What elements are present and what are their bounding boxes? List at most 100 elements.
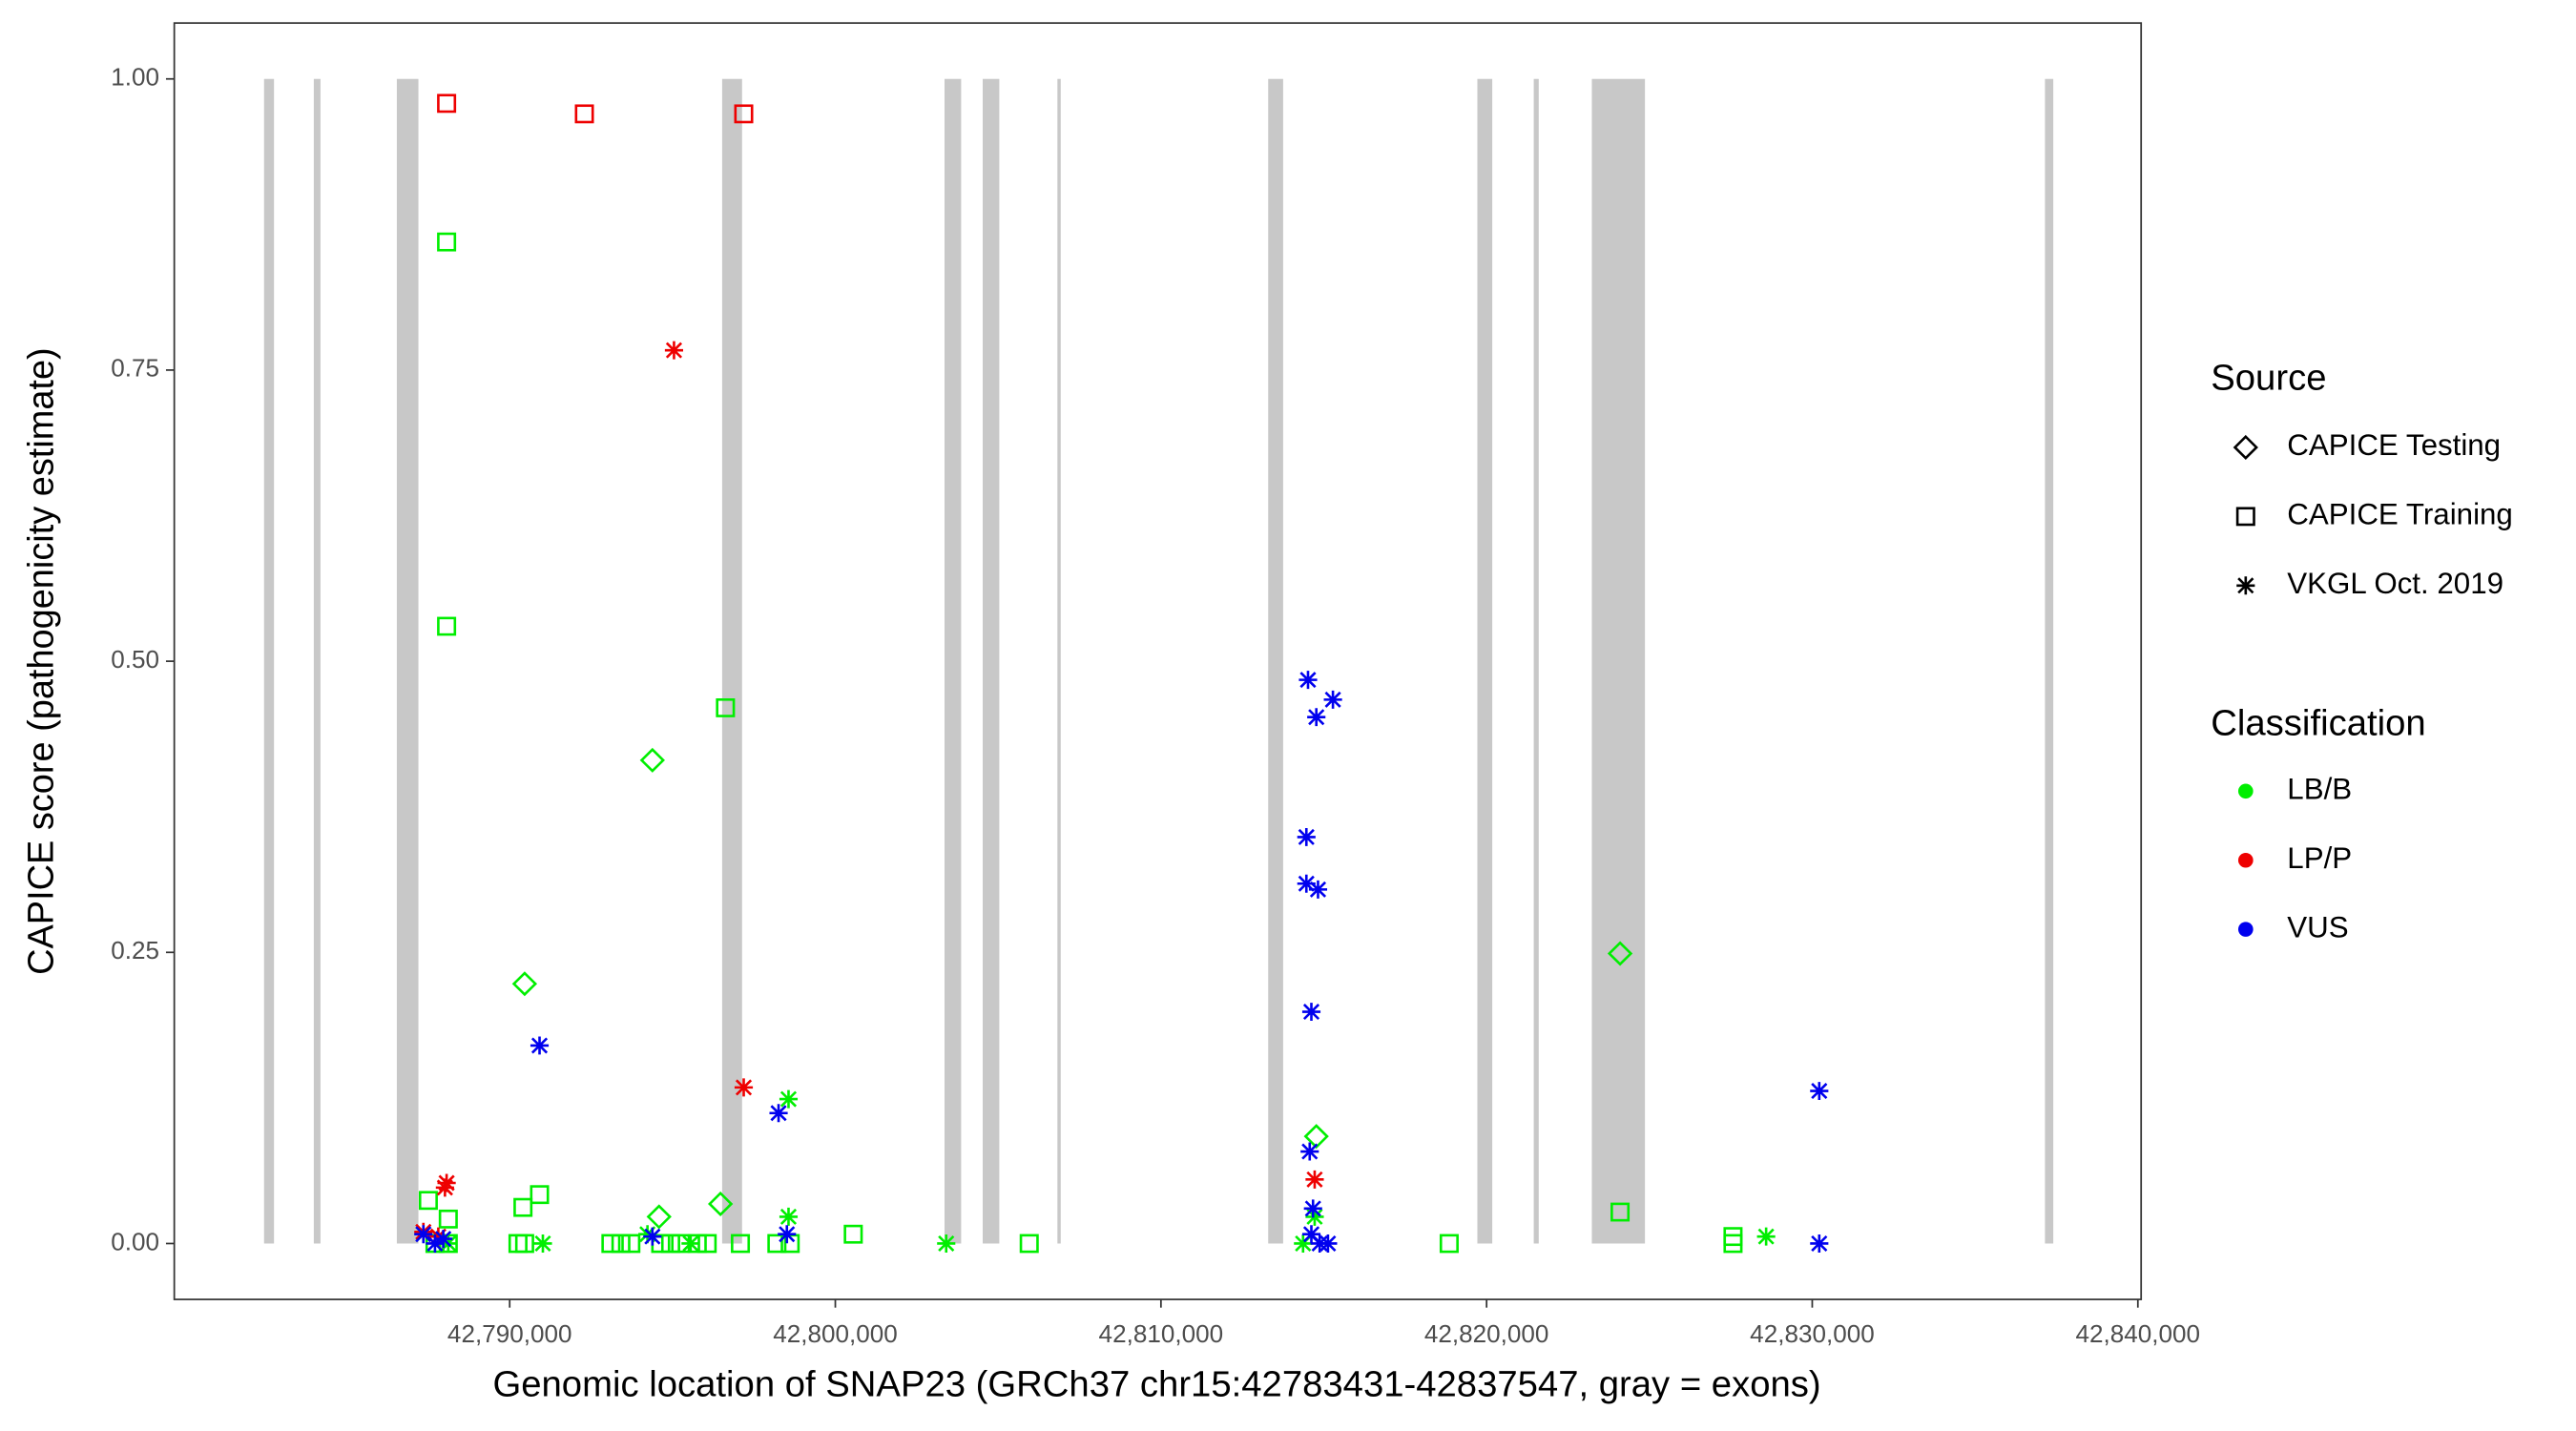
point bbox=[1439, 1234, 1459, 1254]
point bbox=[1297, 874, 1316, 893]
point bbox=[779, 1207, 799, 1226]
x-tick-label: 42,840,000 bbox=[2076, 1319, 2201, 1348]
point bbox=[1297, 827, 1316, 846]
point bbox=[697, 1234, 717, 1254]
exon bbox=[313, 78, 321, 1244]
point bbox=[426, 1234, 445, 1253]
point bbox=[1307, 708, 1326, 727]
legend-key bbox=[2233, 434, 2258, 461]
point bbox=[438, 1209, 458, 1229]
point bbox=[767, 1234, 787, 1254]
legend-label: VKGL Oct. 2019 bbox=[2287, 567, 2503, 600]
point bbox=[1300, 1142, 1319, 1161]
point bbox=[428, 1227, 447, 1246]
x-tick-label: 42,790,000 bbox=[447, 1319, 572, 1348]
point bbox=[1756, 1227, 1776, 1246]
y-tick-label: 1.00 bbox=[111, 63, 159, 92]
point bbox=[611, 1234, 631, 1254]
point bbox=[437, 1173, 456, 1192]
legend-label: VUS bbox=[2287, 910, 2348, 944]
point bbox=[437, 93, 457, 114]
point bbox=[418, 1191, 438, 1211]
exon bbox=[945, 78, 962, 1244]
point bbox=[646, 1204, 672, 1230]
point bbox=[707, 1191, 734, 1217]
point bbox=[1301, 1003, 1321, 1022]
point bbox=[1319, 1234, 1338, 1253]
exon bbox=[263, 78, 275, 1244]
point bbox=[1305, 1207, 1324, 1226]
x-tick-label: 42,810,000 bbox=[1099, 1319, 1224, 1348]
point bbox=[643, 1227, 662, 1246]
point bbox=[1723, 1234, 1743, 1254]
point bbox=[530, 1036, 550, 1055]
point bbox=[778, 1225, 797, 1244]
legend-label: LB/B bbox=[2287, 773, 2352, 806]
legend-title: Classification bbox=[2211, 704, 2425, 744]
point bbox=[731, 1234, 751, 1254]
point bbox=[1810, 1234, 1829, 1253]
point bbox=[434, 1230, 453, 1249]
point bbox=[769, 1104, 788, 1123]
x-axis-title: Genomic location of SNAP23 (GRCh37 chr15… bbox=[492, 1365, 1820, 1405]
legend-label: LP/P bbox=[2287, 841, 2352, 875]
exon bbox=[1591, 78, 1646, 1244]
y-tick-label: 0.25 bbox=[111, 936, 159, 964]
point bbox=[843, 1224, 863, 1244]
point bbox=[508, 1234, 528, 1254]
point bbox=[533, 1234, 552, 1253]
legend-key bbox=[2237, 852, 2254, 868]
y-tick-label: 0.75 bbox=[111, 354, 159, 383]
point bbox=[734, 1078, 754, 1097]
y-tick-label: 0.00 bbox=[111, 1227, 159, 1255]
point bbox=[937, 1234, 956, 1253]
exon bbox=[1477, 78, 1493, 1244]
x-tick-label: 42,820,000 bbox=[1424, 1319, 1549, 1348]
exon bbox=[2045, 78, 2054, 1244]
point bbox=[1610, 1202, 1631, 1222]
y-axis-title: CAPICE score (pathogenicity estimate) bbox=[21, 347, 61, 975]
point bbox=[779, 1089, 799, 1109]
point bbox=[660, 1234, 680, 1254]
point bbox=[681, 1234, 700, 1253]
point bbox=[513, 1197, 533, 1217]
point bbox=[1019, 1234, 1039, 1254]
point bbox=[716, 698, 736, 717]
point bbox=[437, 232, 457, 252]
point bbox=[414, 1225, 433, 1244]
legend-key bbox=[2235, 507, 2255, 527]
exon bbox=[721, 78, 742, 1244]
point bbox=[1303, 1124, 1329, 1150]
point bbox=[435, 1178, 454, 1197]
point bbox=[1301, 1225, 1321, 1244]
point bbox=[664, 341, 684, 360]
point bbox=[638, 1225, 657, 1244]
point bbox=[1305, 1170, 1324, 1189]
legend-label: CAPICE Training bbox=[2287, 498, 2513, 531]
point bbox=[1298, 671, 1318, 690]
point bbox=[1810, 1082, 1829, 1101]
point bbox=[530, 1185, 550, 1205]
point bbox=[1294, 1234, 1313, 1253]
point bbox=[639, 747, 665, 773]
exon bbox=[1268, 78, 1283, 1244]
point bbox=[734, 104, 754, 124]
x-tick-label: 42,800,000 bbox=[773, 1319, 898, 1348]
point bbox=[511, 971, 538, 997]
point bbox=[1723, 1227, 1743, 1247]
point bbox=[621, 1234, 641, 1254]
y-tick-label: 0.50 bbox=[111, 645, 159, 674]
exon bbox=[396, 78, 419, 1244]
legend-key bbox=[2236, 576, 2255, 595]
point bbox=[437, 616, 457, 636]
point bbox=[1323, 690, 1342, 709]
exon bbox=[983, 78, 1000, 1244]
point bbox=[514, 1234, 534, 1254]
x-tick-label: 42,830,000 bbox=[1750, 1319, 1875, 1348]
point bbox=[1607, 941, 1633, 966]
legend-label: CAPICE Testing bbox=[2287, 428, 2501, 462]
point bbox=[574, 104, 594, 124]
exon bbox=[1057, 78, 1061, 1244]
legend-key bbox=[2237, 783, 2254, 799]
